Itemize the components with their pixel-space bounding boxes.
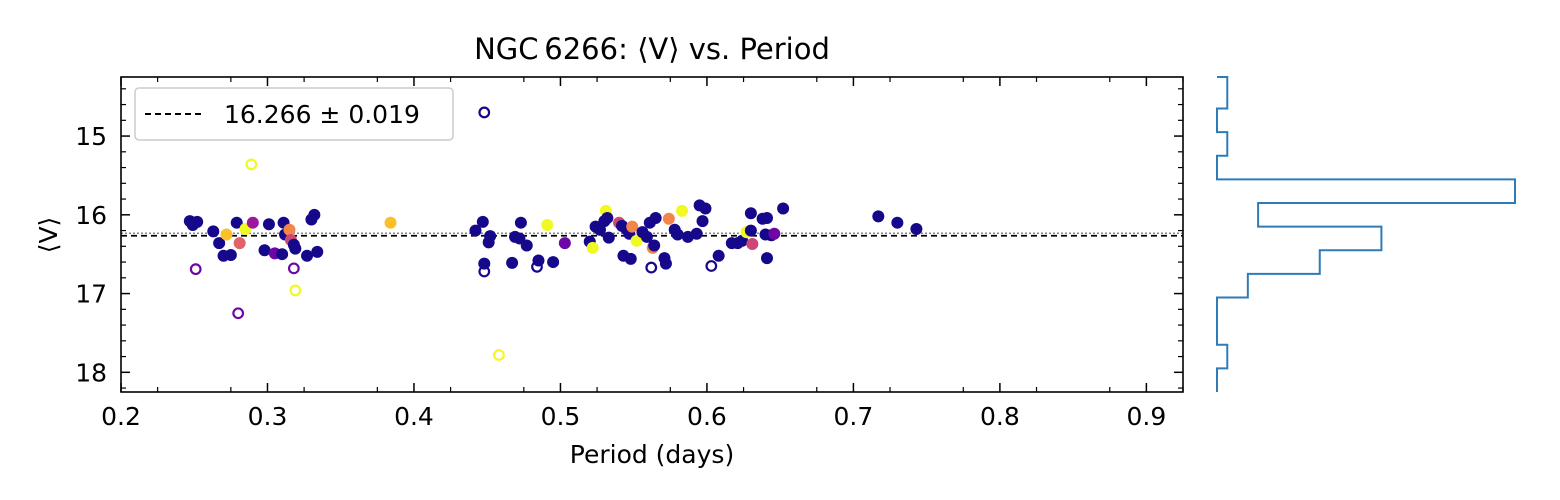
data-point [230,216,243,229]
marginal-histogram [1216,76,1516,392]
data-point [891,216,904,229]
data-point [760,252,773,265]
data-point [220,228,233,241]
data-point [744,224,757,237]
data-point [262,218,275,231]
data-point [586,241,599,254]
x-tick-label: 0.7 [834,402,874,431]
data-point-open [245,158,258,171]
axis-ticks: 0.2 0.3 0.4 0.5 0.6 0.7 0.8 0.9 15 16 17 18 [75,77,1184,431]
data-point [699,202,712,215]
x-tick-label: 0.6 [687,402,727,431]
chart-title: NGC 6266: ⟨V⟩ vs. Period [474,32,830,66]
data-point-open [189,263,202,276]
data-point [484,230,497,243]
histogram-outline [1216,76,1516,392]
x-tick-label: 0.5 [541,402,581,431]
data-point [659,257,672,270]
legend-box [134,87,454,141]
data-point [506,256,519,269]
data-point [624,252,637,265]
data-point [662,212,675,225]
data-point [746,237,759,250]
data-point [514,216,527,229]
data-point-open [232,307,245,320]
data-point-open [478,106,491,119]
data-point [289,242,302,255]
data-point [910,222,923,235]
data-point [872,210,885,223]
data-point [541,219,554,232]
data-point-open [705,260,718,272]
data-point [258,244,271,257]
data-point [469,224,482,237]
legend-label: 16.266 ± 0.019 [224,100,420,129]
legend: 16.266 ± 0.019 [134,87,454,141]
data-point [520,239,533,252]
y-axis-label: ⟨V⟩ [34,217,63,254]
data-point [308,208,321,221]
data-point [384,216,397,229]
data-point [690,227,703,240]
x-tick-label: 0.8 [980,402,1020,431]
data-point-open [493,349,505,361]
data-point-open [645,261,658,274]
data-point [186,219,199,232]
data-point [649,211,662,224]
data-point [777,202,790,215]
x-tick-label: 0.4 [394,402,434,431]
data-point [768,227,781,240]
x-tick-label: 0.3 [248,402,288,431]
data-point [224,248,237,261]
data-point [676,204,689,217]
x-tick-label: 0.9 [1126,402,1166,431]
data-point [712,249,725,262]
data-point [671,228,684,241]
y-tick-label: 16 [75,201,107,230]
data-point [744,207,757,220]
x-axis-label: Period (days) [570,440,734,469]
data-point [640,230,653,243]
data-point [601,211,614,224]
data-point [276,248,289,261]
main-axes: 0.2 0.3 0.4 0.5 0.6 0.7 0.8 0.9 15 16 17 18 [75,76,1184,431]
data-point [213,237,226,250]
data-point [283,223,296,236]
data-point-open [287,262,300,275]
data-point [558,237,571,250]
y-tick-label: 18 [75,358,107,387]
data-point-open [289,284,302,297]
data-point [246,216,259,229]
data-point-open [531,260,543,273]
data-point [547,256,560,269]
data-point [626,220,639,233]
data-point [301,249,314,262]
data-point [630,234,643,247]
data-point [532,254,545,267]
data-point [311,245,324,258]
x-tick-label: 0.2 [101,402,141,431]
data-point [760,211,773,224]
data-point [648,239,661,252]
data-point-open [478,265,491,278]
data-point [602,231,615,244]
data-points [183,106,923,361]
y-tick-label: 17 [75,280,107,309]
y-tick-label: 15 [75,122,107,151]
plot-frame [120,76,1184,393]
data-point [696,215,709,228]
data-point [476,215,489,228]
data-point [207,225,220,238]
data-point [233,237,246,250]
